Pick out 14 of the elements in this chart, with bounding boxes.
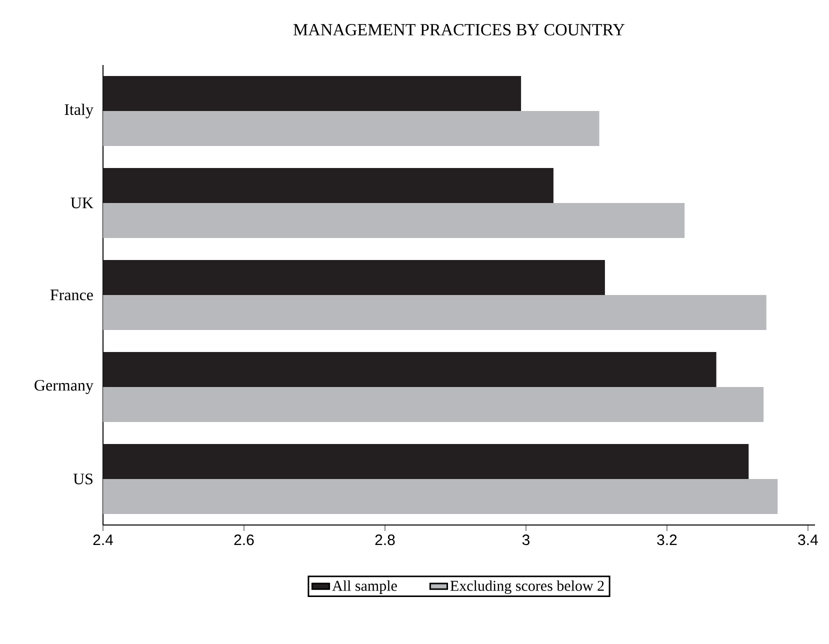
x-tick-label: 2.6: [234, 534, 254, 546]
y-tick-label: France: [50, 290, 93, 300]
y-tick-label: Italy: [64, 104, 94, 118]
chart-title: MANAGEMENT PRACTICES BY COUNTRY: [293, 24, 625, 36]
x-tick-label: 2.8: [375, 534, 395, 546]
x-tick-label: 3.2: [657, 534, 677, 546]
legend-label: All sample: [332, 580, 397, 594]
y-tick-label: US: [73, 474, 92, 484]
x-tick-label: 3.4: [798, 534, 818, 546]
y-tick-label: UK: [70, 198, 94, 208]
x-tick-label: 3: [522, 534, 530, 546]
y-tick-label: Germany: [34, 380, 94, 394]
x-tick-label: 2.4: [93, 534, 113, 545]
legend-label: Excluding scores below 2: [450, 580, 604, 594]
